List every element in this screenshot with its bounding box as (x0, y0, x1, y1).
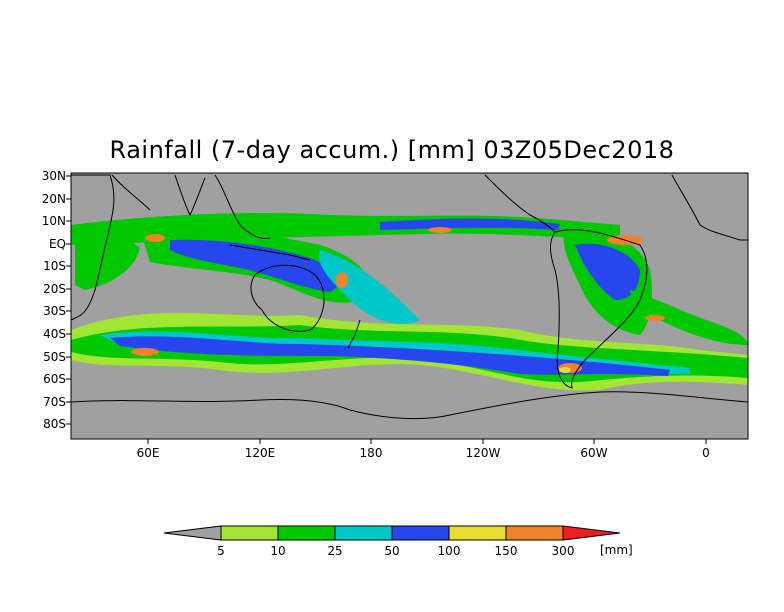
colorbar-seg-2 (277, 525, 336, 541)
coast-africa (70, 174, 115, 321)
coast-samerica (550, 229, 648, 389)
rain-band-itcz-blue (380, 218, 560, 230)
colorbar-unit: [mm] (600, 543, 633, 557)
colorbar-label: 50 (384, 544, 400, 558)
lat-label: 20N (41, 192, 66, 206)
rain-bands (71, 213, 748, 391)
coast-antarctica (70, 391, 749, 420)
lon-label: 60W (580, 446, 608, 460)
map-frame (70, 172, 749, 440)
lat-label: 40S (43, 327, 66, 341)
axis-ticks (66, 175, 707, 444)
coast-seasia (214, 174, 271, 239)
colorbar-seg-5 (448, 525, 507, 541)
coast-namerica (484, 174, 556, 233)
colorbar-seg-7 (562, 525, 621, 541)
lon-label: 60E (136, 446, 160, 460)
colorbar-label: 25 (327, 544, 343, 558)
coast-indonesia (229, 244, 311, 261)
colorbar-label: 10 (270, 544, 286, 558)
lat-label: 30S (43, 304, 66, 318)
rain-band-sacz (630, 290, 748, 345)
lon-label: 120W (465, 446, 501, 460)
colorbar-seg-6 (505, 525, 564, 541)
rain-spot-orange-5 (645, 315, 665, 321)
colorbar-label: 300 (551, 544, 575, 558)
coast-india (174, 174, 206, 217)
lat-label: 50S (43, 350, 66, 364)
rain-spot-yellow-1 (559, 367, 571, 373)
rain-band-southern-blue (110, 336, 670, 376)
colorbar-label: 5 (217, 544, 225, 558)
lon-label: 0 (702, 446, 710, 460)
lon-label: 180 (359, 446, 383, 460)
rain-spot-orange-1 (145, 234, 165, 242)
map-title: Rainfall (7-day accum.) [mm] 03Z05Dec201… (109, 136, 675, 164)
coastlines (70, 174, 749, 420)
rain-band-indian (75, 232, 140, 290)
rain-spot-orange-7 (336, 272, 348, 288)
rain-band-spcz (319, 250, 420, 324)
lat-label: 20S (43, 282, 66, 296)
colorbar-seg-0 (163, 525, 222, 541)
lat-label: 10S (43, 259, 66, 273)
lat-label: EQ (48, 237, 66, 251)
colorbar (163, 525, 621, 541)
lat-label: 70S (43, 395, 66, 409)
rain-spot-orange-4 (131, 348, 159, 356)
colorbar-seg-4 (391, 525, 450, 541)
colorbar-seg-3 (334, 525, 393, 541)
lat-label: 30N (41, 169, 66, 183)
rain-band-westpac-blue (170, 239, 339, 292)
coast-arabia (111, 174, 151, 211)
coast-wafrica (671, 174, 748, 241)
lat-label: 60S (43, 372, 66, 386)
lat-label: 80S (43, 417, 66, 431)
colorbar-label: 150 (494, 544, 518, 558)
colorbar-seg-1 (220, 525, 279, 541)
lon-label: 120E (244, 446, 276, 460)
coast-nz (347, 319, 361, 349)
coast-australia (250, 264, 325, 332)
rain-band-samerica-blue (575, 243, 640, 300)
lat-label: 10N (41, 214, 66, 228)
colorbar-label: 100 (437, 544, 461, 558)
rain-spot-orange-2 (428, 227, 452, 233)
